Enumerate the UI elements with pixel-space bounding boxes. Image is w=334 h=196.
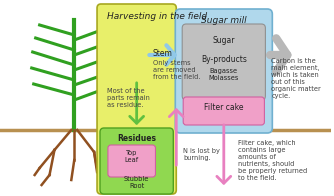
FancyBboxPatch shape <box>97 4 176 194</box>
Text: Bagasse
Molasses: Bagasse Molasses <box>209 68 239 81</box>
FancyBboxPatch shape <box>182 24 266 100</box>
Text: Sugar mill: Sugar mill <box>201 16 246 25</box>
Text: Sugar: Sugar <box>212 36 235 45</box>
Text: Residues: Residues <box>117 134 156 143</box>
Text: Filter cake: Filter cake <box>204 103 243 112</box>
Text: Most of the
parts remain
as residue.: Most of the parts remain as residue. <box>107 88 150 108</box>
Text: Harvesting in the field: Harvesting in the field <box>107 12 207 21</box>
Text: Filter cake, which
contains large
amounts of
nutrients, should
be properly retur: Filter cake, which contains large amount… <box>238 140 307 181</box>
Text: N is lost by
burning.: N is lost by burning. <box>183 148 220 161</box>
Text: Top
Leaf: Top Leaf <box>125 150 139 163</box>
FancyBboxPatch shape <box>100 128 173 194</box>
FancyBboxPatch shape <box>175 9 272 133</box>
Text: Only stems
are removed
from the field.: Only stems are removed from the field. <box>154 60 201 80</box>
Text: By-products: By-products <box>201 55 247 64</box>
FancyBboxPatch shape <box>108 145 155 177</box>
Text: Stem: Stem <box>153 48 172 57</box>
Text: Carbon is the
main element,
which is taken
out of this
organic matter
cycle.: Carbon is the main element, which is tak… <box>271 58 321 99</box>
Text: Stubble
Root: Stubble Root <box>124 176 149 189</box>
FancyBboxPatch shape <box>183 97 265 125</box>
